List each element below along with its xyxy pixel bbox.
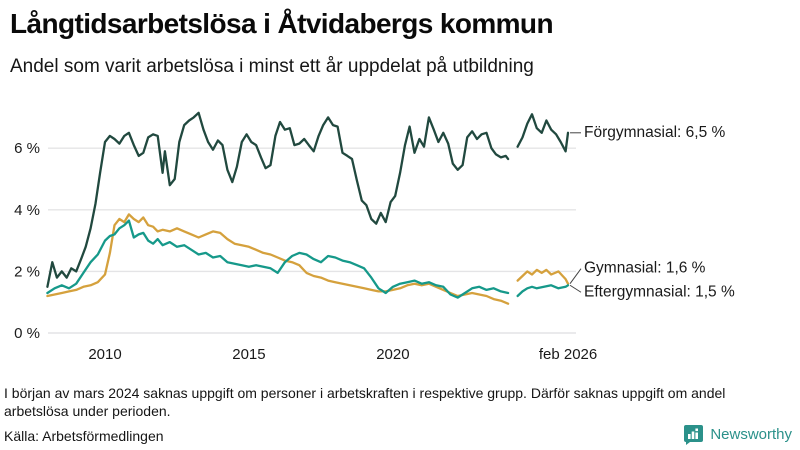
series-line-gymnasial [516,268,570,285]
x-tick-label: 2010 [88,346,121,363]
label-leader-line [569,284,582,293]
chart-footnote: I början av mars 2024 saknas uppgift om … [4,385,726,420]
newsworthy-logo: Newsworthy [683,424,792,445]
y-tick-label: 6 % [14,140,40,157]
page-title: Långtidsarbetslösa i Åtvidabergs kommun [10,8,554,39]
series-end-label-förgymnasial: Förgymnasial: 6,5 % [584,124,725,141]
series-line-förgymnasial [46,111,510,288]
y-tick-label: 2 % [14,263,40,280]
label-leader-line [569,268,582,285]
x-tick-label: 2020 [376,346,409,363]
series-end-label-gymnasial: Gymnasial: 1,6 % [584,260,706,277]
series-end-label-eftergymnasial: Eftergymnasial: 1,5 % [584,283,735,300]
x-tick-label: 2015 [232,346,265,363]
bar-chart-bubble-icon [684,425,704,445]
series-line-eftergymnasial [516,284,570,298]
x-tick-label: feb 2026 [539,346,597,363]
newsworthy-logo-text: Newsworthy [710,426,792,443]
y-tick-label: 4 % [14,202,40,219]
series-line-eftergymnasial [46,219,510,299]
series-line-förgymnasial [516,113,570,153]
y-tick-label: 0 % [14,325,40,342]
source-note: Källa: Arbetsförmedlingen [4,428,164,444]
series-line-gymnasial [46,213,510,305]
chart-subtitle: Andel som varit arbetslösa i minst ett å… [10,56,534,77]
